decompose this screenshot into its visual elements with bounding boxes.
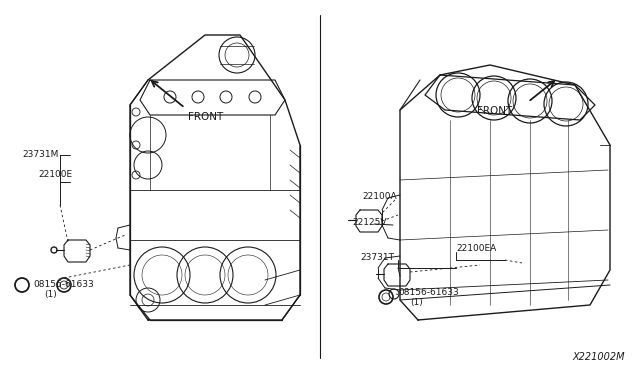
Text: 23731T: 23731T bbox=[360, 253, 394, 262]
Text: 22125V: 22125V bbox=[352, 218, 387, 227]
Text: 08156-61633: 08156-61633 bbox=[398, 288, 459, 297]
Text: 08156-61633: 08156-61633 bbox=[33, 280, 93, 289]
Text: X221002M: X221002M bbox=[573, 352, 625, 362]
Text: FRONT: FRONT bbox=[477, 106, 512, 116]
Text: 22100A: 22100A bbox=[362, 192, 397, 201]
Text: 22100E: 22100E bbox=[38, 170, 72, 179]
Text: (1): (1) bbox=[44, 290, 57, 299]
Text: 23731M: 23731M bbox=[22, 150, 58, 159]
Text: (1): (1) bbox=[410, 298, 423, 307]
Text: FRONT: FRONT bbox=[188, 112, 223, 122]
Text: 22100EA: 22100EA bbox=[456, 244, 496, 253]
